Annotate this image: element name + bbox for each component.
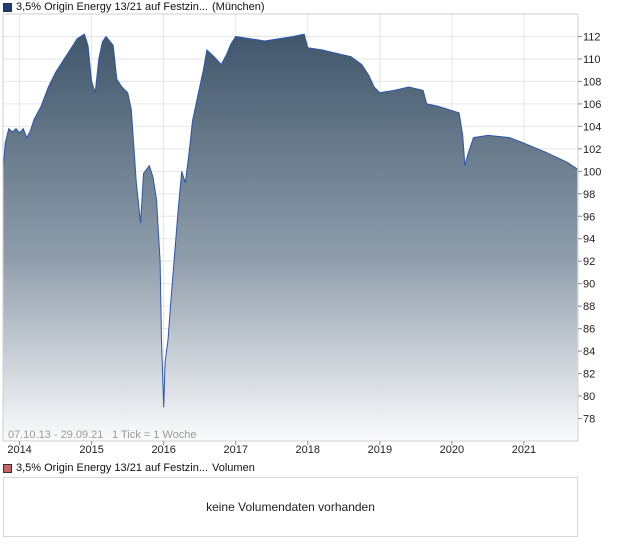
tick-info-label: 1 Tick = 1 Woche (112, 429, 196, 441)
y-tick-label: 98 (583, 189, 595, 201)
volume-empty-message: keine Volumendaten vorhanden (206, 500, 375, 514)
price-legend-exchange: (München) (212, 1, 265, 13)
x-tick-label: 2020 (440, 444, 464, 456)
y-axis: 78 80 82 84 86 88 90 92 94 96 98 100 102 104 106 108 110… (578, 31, 601, 426)
y-tick-label: 84 (583, 346, 595, 358)
volume-legend: 3,5% Origin Energy 13/21 auf Festzin... … (3, 461, 255, 475)
volume-chart: keine Volumendaten vorhanden (3, 477, 578, 537)
y-tick-label: 86 (583, 324, 595, 336)
x-tick-label: 2015 (79, 444, 103, 456)
y-tick-label: 94 (583, 234, 595, 246)
price-legend: 3,5% Origin Energy 13/21 auf Festzin... … (3, 0, 265, 14)
y-tick-label: 80 (583, 391, 595, 403)
y-tick-label: 108 (583, 76, 601, 88)
price-legend-swatch (3, 2, 12, 12)
y-tick-label: 88 (583, 301, 595, 313)
volume-legend-label: 3,5% Origin Energy 13/21 auf Festzin... (16, 462, 208, 474)
date-range-label: 07.10.13 - 29.09.21 (8, 429, 103, 441)
volume-legend-swatch (3, 463, 12, 473)
x-axis: 2014 2015 2016 2017 2018 2019 2020 2021 (7, 441, 536, 456)
volume-legend-suffix: Volumen (212, 462, 255, 474)
y-tick-label: 106 (583, 99, 601, 111)
y-tick-label: 104 (583, 121, 601, 133)
price-legend-label: 3,5% Origin Energy 13/21 auf Festzin... (16, 1, 208, 13)
y-tick-label: 96 (583, 211, 595, 223)
x-tick-label: 2014 (7, 444, 31, 456)
x-tick-label: 2016 (151, 444, 175, 456)
x-tick-label: 2018 (296, 444, 320, 456)
x-tick-label: 2017 (223, 444, 247, 456)
plot-frame (2, 13, 579, 442)
y-tick-label: 100 (583, 166, 601, 178)
y-tick-label: 82 (583, 369, 595, 381)
price-area (3, 34, 578, 441)
y-tick-label: 90 (583, 279, 595, 291)
price-chart: 78 80 82 84 86 88 90 92 94 96 98 100 102 104 106 108 110… (2, 13, 601, 456)
price-line (2, 33, 578, 408)
y-tick-label: 78 (583, 414, 595, 426)
y-tick-label: 112 (583, 31, 601, 43)
y-tick-label: 92 (583, 256, 595, 268)
x-tick-label: 2019 (368, 444, 392, 456)
y-tick-label: 102 (583, 144, 601, 156)
x-tick-label: 2021 (512, 444, 536, 456)
y-tick-label: 110 (583, 54, 601, 66)
